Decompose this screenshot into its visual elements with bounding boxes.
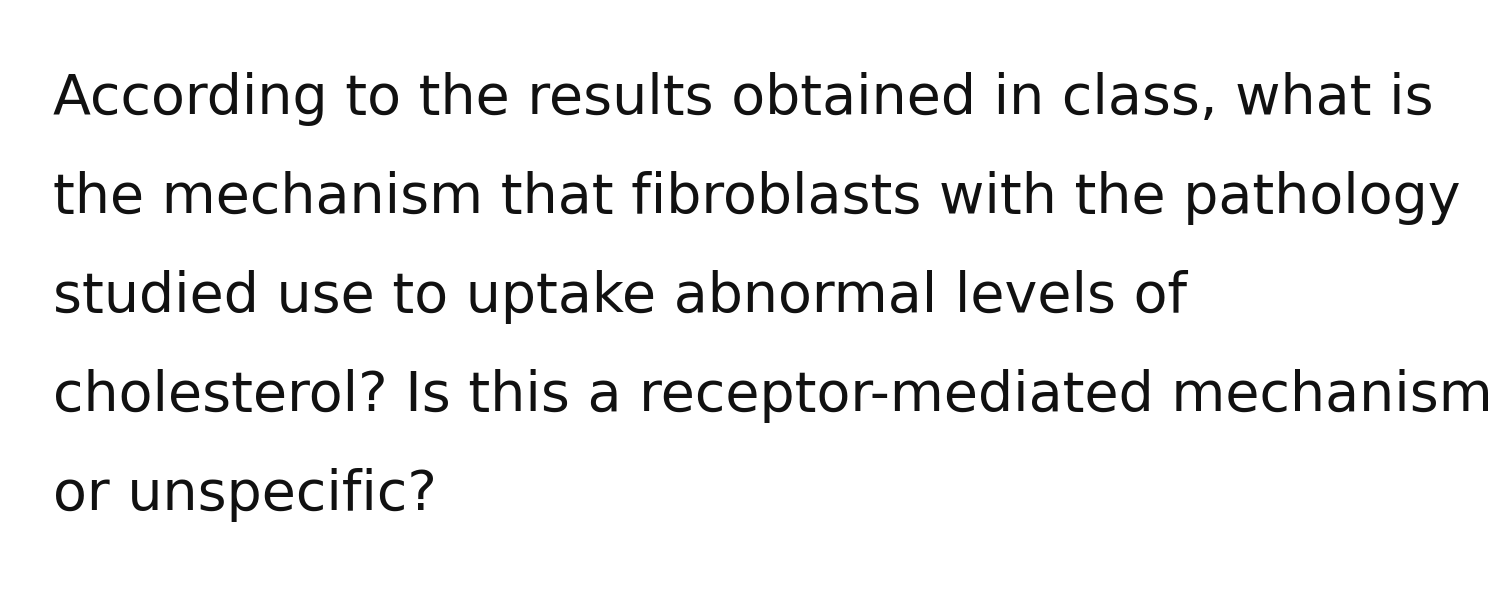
Text: the mechanism that fibroblasts with the pathology: the mechanism that fibroblasts with the …: [53, 171, 1460, 225]
Text: studied use to uptake abnormal levels of: studied use to uptake abnormal levels of: [53, 270, 1186, 324]
Text: According to the results obtained in class, what is: According to the results obtained in cla…: [53, 72, 1432, 126]
Text: or unspecific?: or unspecific?: [53, 468, 436, 522]
Text: cholesterol? Is this a receptor-mediated mechanism: cholesterol? Is this a receptor-mediated…: [53, 369, 1492, 423]
